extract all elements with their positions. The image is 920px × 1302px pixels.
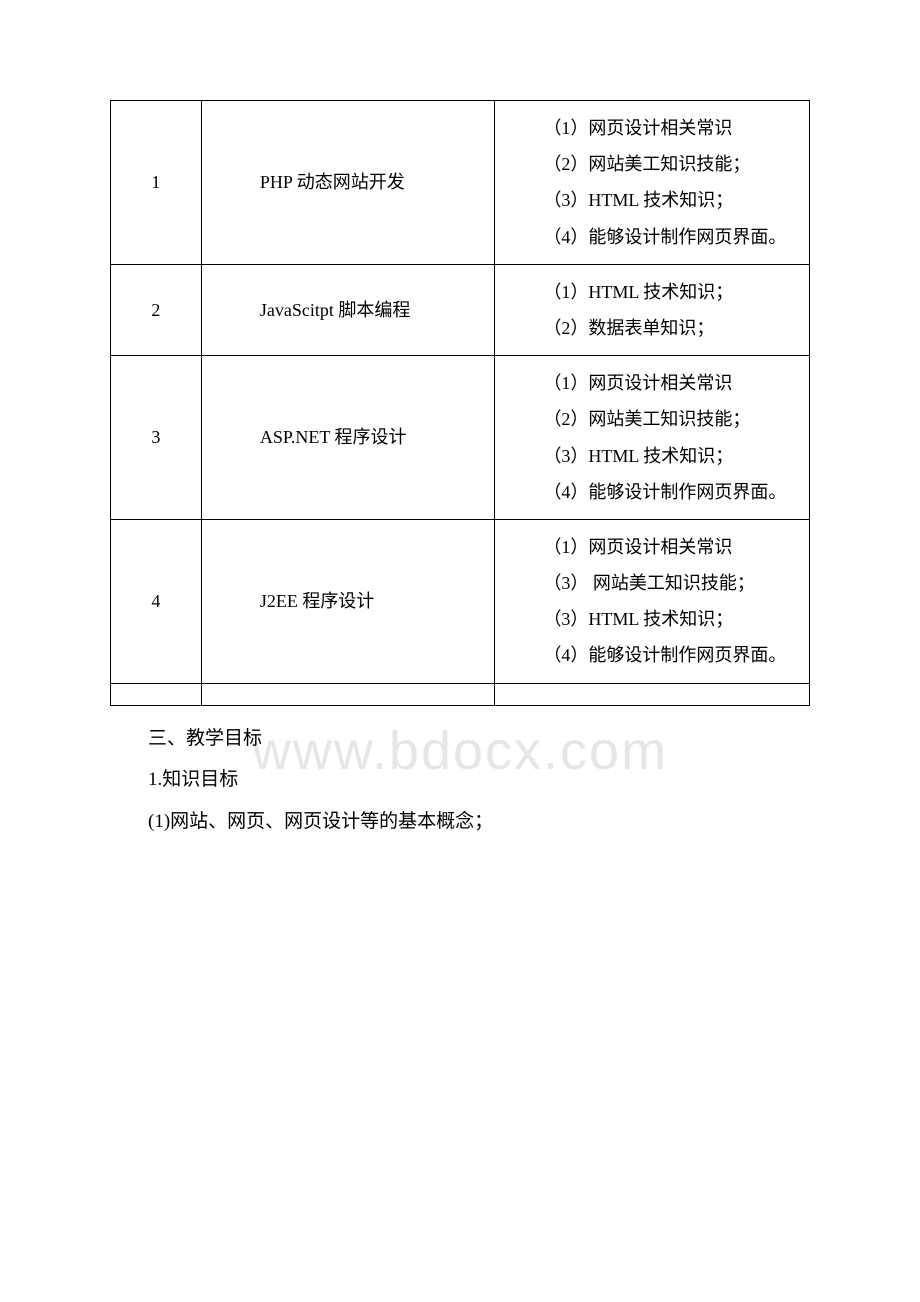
course-points: （1）网页设计相关常识 （2）网站美工知识技能； （3）HTML 技术知识； （… — [495, 356, 810, 520]
point-item: （4）能够设计制作网页界面。 — [507, 638, 803, 672]
row-number: 4 — [111, 519, 202, 683]
course-name: JavaScitpt 脚本编程 — [201, 264, 495, 355]
point-item: （3） 网站美工知识技能； — [507, 566, 803, 600]
table-empty-row — [111, 683, 810, 705]
point-item: （1）HTML 技术知识； — [507, 275, 803, 309]
empty-cell — [111, 683, 202, 705]
table-row: 2 JavaScitpt 脚本编程 （1）HTML 技术知识； （2）数据表单知… — [111, 264, 810, 355]
course-name: ASP.NET 程序设计 — [201, 356, 495, 520]
course-points: （1）网页设计相关常识 （3） 网站美工知识技能； （3）HTML 技术知识； … — [495, 519, 810, 683]
course-name: J2EE 程序设计 — [201, 519, 495, 683]
course-table: 1 PHP 动态网站开发 （1）网页设计相关常识 （2）网站美工知识技能； （3… — [110, 100, 810, 706]
point-item: （4）能够设计制作网页界面。 — [507, 475, 803, 509]
course-points: （1）网页设计相关常识 （2）网站美工知识技能； （3）HTML 技术知识； （… — [495, 101, 810, 265]
body-line: (1)网站、网页、网页设计等的基本概念； — [110, 801, 810, 843]
section-heading: 三、教学目标 — [110, 718, 810, 760]
page-container: www.bdocx.com 1 PHP 动态网站开发 （1）网页设计相关常识 （… — [110, 100, 810, 843]
point-item: （2）数据表单知识； — [507, 311, 803, 345]
row-number: 2 — [111, 264, 202, 355]
course-points: （1）HTML 技术知识； （2）数据表单知识； — [495, 264, 810, 355]
point-item: （2）网站美工知识技能； — [507, 147, 803, 181]
table-row: 3 ASP.NET 程序设计 （1）网页设计相关常识 （2）网站美工知识技能； … — [111, 356, 810, 520]
table-row: 4 J2EE 程序设计 （1）网页设计相关常识 （3） 网站美工知识技能； （3… — [111, 519, 810, 683]
point-item: （3）HTML 技术知识； — [507, 602, 803, 636]
point-item: （1）网页设计相关常识 — [507, 111, 803, 145]
body-text: 三、教学目标 1.知识目标 (1)网站、网页、网页设计等的基本概念； — [110, 718, 810, 843]
point-item: （4）能够设计制作网页界面。 — [507, 220, 803, 254]
empty-cell — [495, 683, 810, 705]
subsection-heading: 1.知识目标 — [110, 759, 810, 801]
row-number: 3 — [111, 356, 202, 520]
point-item: （3）HTML 技术知识； — [507, 183, 803, 217]
point-item: （1）网页设计相关常识 — [507, 530, 803, 564]
table-row: 1 PHP 动态网站开发 （1）网页设计相关常识 （2）网站美工知识技能； （3… — [111, 101, 810, 265]
row-number: 1 — [111, 101, 202, 265]
point-item: （3）HTML 技术知识； — [507, 439, 803, 473]
course-name: PHP 动态网站开发 — [201, 101, 495, 265]
point-item: （1）网页设计相关常识 — [507, 366, 803, 400]
point-item: （2）网站美工知识技能； — [507, 402, 803, 436]
empty-cell — [201, 683, 495, 705]
